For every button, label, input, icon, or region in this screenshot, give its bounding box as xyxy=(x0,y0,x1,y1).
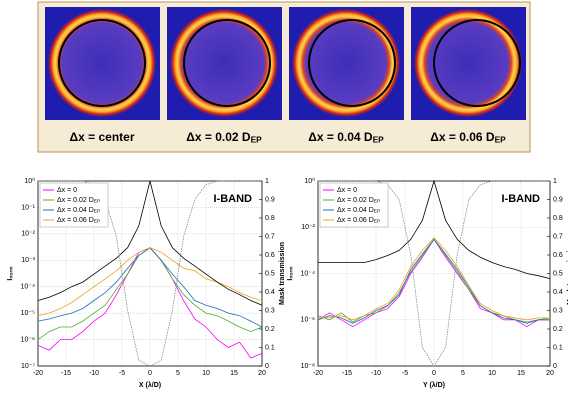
y2-tick-label: 0.3 xyxy=(553,307,563,314)
panel-label: Δx = 0.06 DEP xyxy=(430,130,506,145)
y2-tick-label: 0.8 xyxy=(265,215,275,222)
x-tick-label: -15 xyxy=(342,370,352,377)
y2-tick-label: 0.2 xyxy=(553,326,563,333)
y2-tick-label: 0.8 xyxy=(553,215,563,222)
x-tick-label: 0 xyxy=(148,370,152,377)
y2-tick-label: 0.4 xyxy=(265,289,275,296)
mask-ring xyxy=(433,19,521,107)
y-tick-label: 10⁻⁵ xyxy=(21,310,35,317)
y2-tick-label: 0.4 xyxy=(553,289,563,296)
image-1 xyxy=(45,7,160,120)
legend-label: Δx = 0.04 DEP xyxy=(337,207,380,215)
y2-tick-label: 0.7 xyxy=(553,233,563,240)
y2-tick-label: 0 xyxy=(553,363,557,370)
y2-tick-label: 1 xyxy=(265,178,269,185)
x-tick-label: -20 xyxy=(313,370,323,377)
image-4 xyxy=(411,7,526,120)
x-tick-label: 15 xyxy=(230,370,238,377)
y2-tick-label: 0.7 xyxy=(265,233,275,240)
annotation: I-BAND xyxy=(214,193,253,205)
y-tick-label: 10⁻³ xyxy=(21,257,35,264)
series-line xyxy=(37,180,263,306)
legend-label: Δx = 0.02 DEP xyxy=(337,197,380,205)
image-3 xyxy=(289,7,404,120)
y2-tick-label: 0 xyxy=(265,363,269,370)
y2-axis-label: Mask transmission xyxy=(567,242,568,305)
y2-tick-label: 0.6 xyxy=(553,252,563,259)
y2-tick-label: 0.5 xyxy=(265,270,275,277)
y2-axis-label: Mask transmission xyxy=(279,242,286,305)
x-tick-label: 15 xyxy=(517,370,525,377)
x-tick-label: 0 xyxy=(432,370,436,377)
series-line xyxy=(318,180,550,367)
panel-label: Δx = 0.02 DEP xyxy=(186,130,262,145)
x-tick-label: -10 xyxy=(89,370,99,377)
y2-tick-label: 0.9 xyxy=(265,196,275,203)
y-tick-label: 10⁻⁴ xyxy=(301,270,316,277)
psf xyxy=(414,9,522,117)
mask-ring xyxy=(58,19,146,107)
x-tick-label: 10 xyxy=(202,370,210,377)
series-line xyxy=(37,247,263,317)
y-tick-label: 10⁻⁶ xyxy=(21,336,35,343)
x-tick-label: 20 xyxy=(258,370,266,377)
legend-label: Δx = 0 xyxy=(337,187,357,194)
x-tick-label: -15 xyxy=(61,370,71,377)
x-tick-label: -20 xyxy=(33,370,43,377)
series-line xyxy=(317,238,550,324)
y2-tick-label: 0.5 xyxy=(553,270,563,277)
annotation: I-BAND xyxy=(502,193,541,205)
panel-label: Δx = 0.04 DEP xyxy=(308,130,384,145)
x-tick-label: 5 xyxy=(461,370,465,377)
x-tick-label: -10 xyxy=(371,370,381,377)
y-tick-label: 10⁻⁷ xyxy=(21,363,35,370)
legend-label: Δx = 0.04 DEP xyxy=(57,207,100,215)
mask-ring xyxy=(308,19,396,107)
series-line xyxy=(318,237,550,321)
y2-tick-label: 0.9 xyxy=(553,196,563,203)
x-tick-label: 5 xyxy=(176,370,180,377)
y-tick-label: 10⁰ xyxy=(304,177,315,185)
x-tick-label: -5 xyxy=(119,370,125,377)
x-tick-label: -5 xyxy=(402,370,408,377)
y-tick-label: 10⁻⁸ xyxy=(301,363,315,370)
y-tick-label: 10⁻⁶ xyxy=(301,317,315,324)
y-tick-label: 10⁰ xyxy=(24,177,35,185)
y2-tick-label: 0.1 xyxy=(553,344,563,351)
x-axis-label: X (λ/D) xyxy=(139,381,161,389)
image-2 xyxy=(167,7,282,120)
x-tick-label: 10 xyxy=(488,370,496,377)
legend-label: Δx = 0.06 DEP xyxy=(337,217,380,225)
y-tick-label: 10⁻² xyxy=(21,231,35,238)
psf xyxy=(170,9,278,117)
y-tick-label: 10⁻⁴ xyxy=(21,284,36,291)
y-axis-label: Inorm xyxy=(287,266,295,281)
legend-label: Δx = 0 xyxy=(57,187,77,194)
psf xyxy=(48,9,156,117)
y2-tick-label: 0.3 xyxy=(265,307,275,314)
y-tick-label: 10⁻² xyxy=(301,224,315,231)
y2-tick-label: 0.1 xyxy=(265,344,275,351)
legend-label: Δx = 0.06 DEP xyxy=(57,217,100,225)
y-axis-label: Inorm xyxy=(7,266,15,281)
y2-tick-label: 0.6 xyxy=(265,252,275,259)
series-line xyxy=(318,179,551,279)
mask-ring xyxy=(183,19,271,107)
x-tick-label: 20 xyxy=(546,370,554,377)
y2-tick-label: 1 xyxy=(553,178,557,185)
legend-label: Δx = 0.02 DEP xyxy=(57,197,100,205)
y-tick-label: 10⁻¹ xyxy=(21,204,35,211)
panel-label: Δx = center xyxy=(70,130,135,144)
y2-tick-label: 0.2 xyxy=(265,326,275,333)
x-axis-label: Y (λ/D) xyxy=(423,381,445,389)
